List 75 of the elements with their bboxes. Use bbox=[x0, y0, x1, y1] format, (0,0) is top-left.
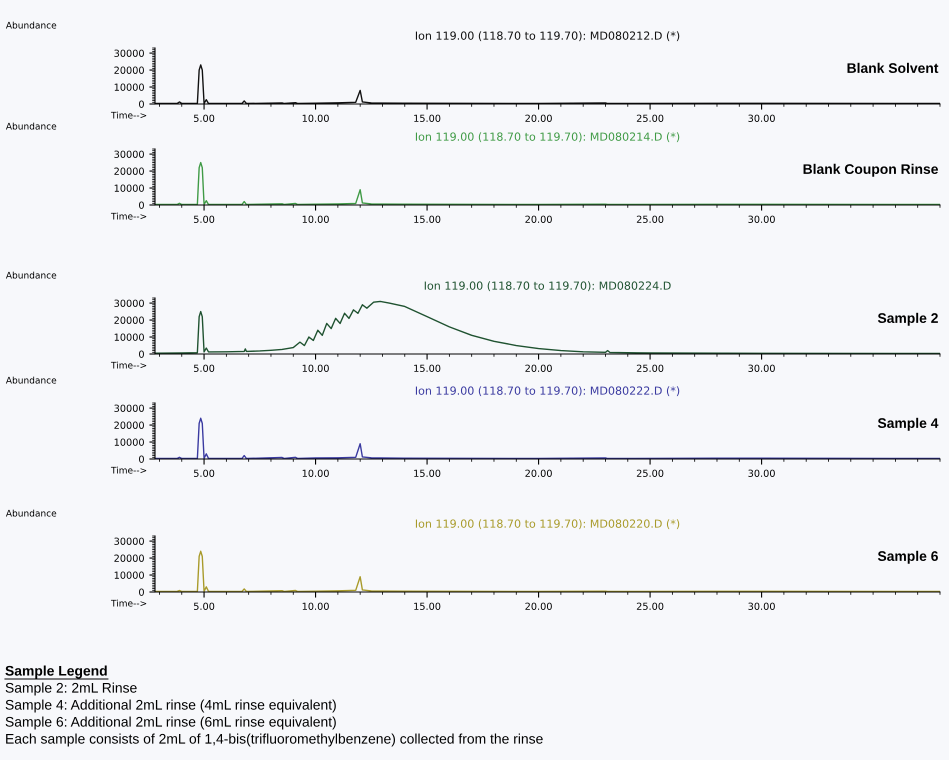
x-axis-title: Time--> bbox=[110, 362, 146, 369]
x-tick-label: 25.00 bbox=[636, 602, 664, 610]
x-tick-label: 30.00 bbox=[748, 216, 775, 223]
x-tick-label: 25.00 bbox=[636, 470, 664, 477]
x-tick-label: 15.00 bbox=[414, 602, 440, 610]
y-tick-label: 10000 bbox=[114, 572, 144, 579]
y-tick-label: 10000 bbox=[114, 334, 144, 341]
y-tick-label: 20000 bbox=[114, 422, 144, 429]
x-tick-label: 30.00 bbox=[748, 470, 775, 477]
series-label: Sample 4 bbox=[878, 418, 938, 431]
series-label: Blank Coupon Rinse bbox=[804, 164, 938, 177]
series-label: Sample 6 bbox=[878, 550, 938, 564]
x-tick-label: 15.00 bbox=[414, 470, 440, 477]
x-tick-label: 25.00 bbox=[636, 114, 664, 122]
y-tick-label: 20000 bbox=[114, 554, 144, 562]
y-tick-label: 20000 bbox=[114, 66, 144, 74]
text: Sample 6: Additional 2mL rinse (6mL rinse equivalent) bbox=[6, 716, 336, 730]
y-tick-label: 0 bbox=[139, 455, 144, 463]
y-axis-title: Abundance bbox=[6, 122, 56, 130]
y-tick-label: 30000 bbox=[114, 50, 144, 57]
y-tick-label: 20000 bbox=[114, 168, 144, 175]
y-tick-label: 20000 bbox=[114, 316, 144, 324]
chart-title: Ion 119.00 (118.70 to 119.70): MD080220.D (*) bbox=[416, 519, 680, 530]
text: Sample Legend bbox=[5, 665, 107, 679]
text: Blank Solvent bbox=[848, 62, 938, 74]
x-tick-label: 5.00 bbox=[194, 364, 214, 372]
y-tick-label: 0 bbox=[139, 100, 144, 108]
y-tick-label: 0 bbox=[139, 201, 144, 209]
x-tick-label: 15.00 bbox=[414, 114, 440, 122]
y-tick-label: 10000 bbox=[114, 438, 144, 446]
chart-title: Ion 119.00 (118.70 to 119.70): MD080222.D (*) bbox=[416, 386, 680, 396]
y-axis-title: Abundance bbox=[6, 22, 56, 29]
y-tick-label: 30000 bbox=[114, 404, 144, 412]
x-tick-label: 30.00 bbox=[748, 602, 775, 610]
x-tick-label: 20.00 bbox=[525, 470, 552, 477]
x-tick-label: 20.00 bbox=[525, 602, 552, 610]
x-axis-title: Time--> bbox=[110, 212, 146, 220]
x-axis-title: Time--> bbox=[110, 466, 146, 474]
x-tick-label: 30.00 bbox=[748, 114, 775, 122]
x-tick-label: 10.00 bbox=[302, 602, 329, 610]
chart-title: Ion 119.00 (118.70 to 119.70): MD080214.D (*) bbox=[416, 132, 680, 142]
x-tick-label: 5.00 bbox=[194, 216, 214, 223]
series-label: Sample 2 bbox=[878, 312, 938, 326]
x-tick-label: 15.00 bbox=[414, 216, 440, 223]
text: Sample 4: Additional 2mL rinse (4mL rinse equivalent) bbox=[6, 700, 336, 712]
x-tick-label: 5.00 bbox=[194, 114, 214, 122]
x-tick-label: 10.00 bbox=[302, 114, 329, 122]
x-tick-label: 25.00 bbox=[636, 364, 664, 372]
y-axis-title: Abundance bbox=[6, 272, 56, 279]
x-tick-label: 5.00 bbox=[194, 470, 214, 477]
y-tick-label: 30000 bbox=[114, 300, 144, 307]
chart-title: Ion 119.00 (118.70 to 119.70): MD080224.D bbox=[424, 281, 671, 292]
x-tick-label: 10.00 bbox=[302, 470, 329, 477]
x-tick-label: 5.00 bbox=[194, 602, 214, 610]
x-tick-label: 30.00 bbox=[748, 364, 775, 372]
y-axis-title: Abundance bbox=[6, 376, 56, 384]
y-tick-label: 10000 bbox=[114, 184, 144, 192]
y-tick-label: 30000 bbox=[114, 538, 144, 545]
text: Sample 2: 2mL Rinse bbox=[6, 682, 137, 696]
x-axis-title: Time--> bbox=[110, 112, 146, 119]
x-tick-label: 10.00 bbox=[302, 364, 329, 372]
x-axis-title: Time--> bbox=[110, 600, 146, 607]
x-tick-label: 20.00 bbox=[525, 114, 552, 122]
y-tick-label: 0 bbox=[139, 350, 144, 358]
y-tick-label: 10000 bbox=[114, 84, 144, 91]
y-tick-label: 0 bbox=[139, 588, 144, 596]
x-tick-label: 20.00 bbox=[525, 216, 552, 223]
x-tick-label: 15.00 bbox=[414, 364, 440, 372]
x-tick-label: 20.00 bbox=[525, 364, 552, 372]
text: Each sample consists of 2mL of 1,4-bis(trifluoromethylbenzene) collected from the rinse bbox=[6, 734, 543, 746]
y-axis-title: Abundance bbox=[6, 510, 56, 517]
x-tick-label: 10.00 bbox=[302, 216, 329, 223]
chart-title: Ion 119.00 (118.70 to 119.70): MD080212.D (*) bbox=[416, 31, 680, 42]
x-tick-label: 25.00 bbox=[636, 216, 664, 223]
y-tick-label: 30000 bbox=[114, 150, 144, 158]
